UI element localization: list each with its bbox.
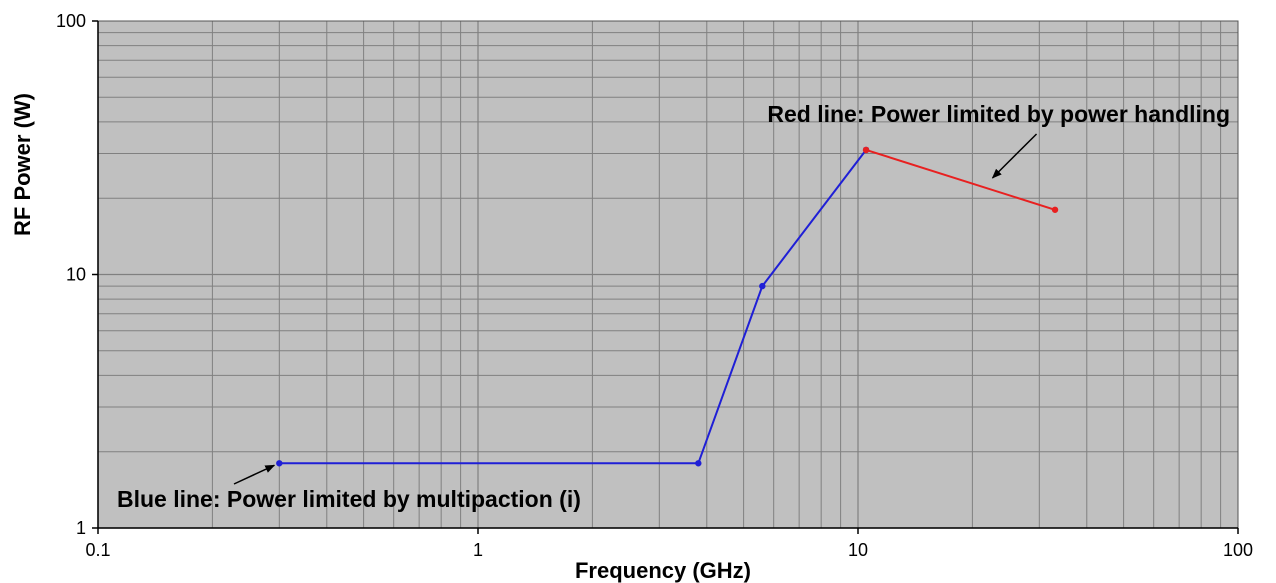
y-axis-title: RF Power (W)	[10, 93, 35, 236]
data-point	[1051, 206, 1059, 213]
y-axis-ticks: 1 10 100	[56, 11, 86, 538]
series-lines	[279, 148, 1056, 465]
x-tick-label: 0.1	[85, 540, 110, 560]
x-axis-ticks: 0.1 1 10 100	[85, 540, 1253, 560]
axes	[92, 20, 1239, 534]
x-tick-label: 1	[473, 540, 483, 560]
x-axis-title: Frequency (GHz)	[575, 558, 751, 583]
data-point	[276, 460, 283, 467]
series-points	[276, 146, 1059, 467]
blue-line-annotation-arrow	[233, 464, 276, 485]
y-tick-label: 10	[66, 265, 86, 285]
blue-line-annotation: Blue line: Power limited by multipaction…	[117, 486, 581, 512]
red-line-annotation: Red line: Power limited by power handlin…	[767, 101, 1230, 127]
series-line-0	[279, 149, 867, 465]
data-point	[695, 460, 702, 467]
y-tick-label: 100	[56, 11, 86, 31]
x-tick-label: 100	[1223, 540, 1253, 560]
data-point	[862, 146, 870, 154]
y-tick-label: 1	[76, 518, 86, 538]
x-tick-label: 10	[848, 540, 868, 560]
red-line-annotation-arrow	[991, 133, 1038, 179]
series-line-1	[865, 148, 1056, 211]
grid	[97, 21, 1238, 529]
data-point	[759, 282, 766, 290]
